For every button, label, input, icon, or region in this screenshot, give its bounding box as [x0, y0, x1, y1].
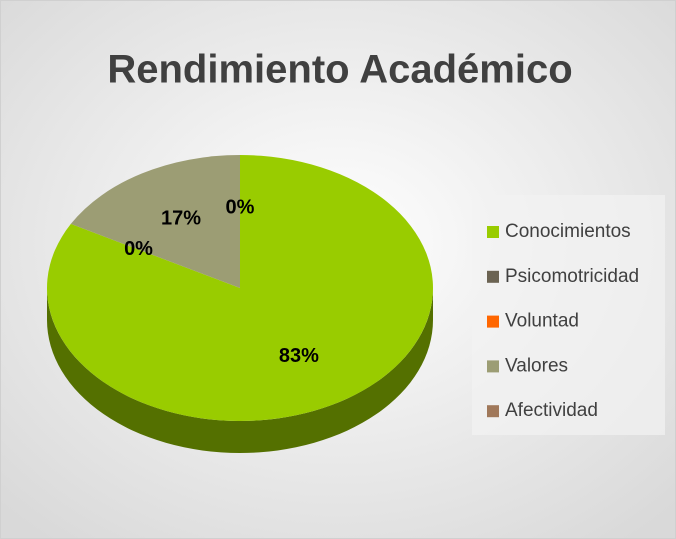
- slice-side: [47, 288, 433, 453]
- data-label: 0%: [124, 238, 153, 260]
- slice: [46, 155, 433, 421]
- data-label: 83%: [279, 345, 319, 367]
- data-label: 0%: [226, 196, 255, 218]
- legend-label: Afectividad: [505, 400, 598, 421]
- legend-box: [472, 195, 665, 435]
- legend-label: Valores: [505, 355, 568, 376]
- legend-swatch: [487, 405, 499, 418]
- data-label: 17%: [161, 208, 201, 230]
- legend-label: Voluntad: [505, 311, 579, 332]
- slice: [70, 155, 241, 288]
- legend-swatch: [487, 360, 499, 373]
- chart-title: Rendimiento Académico: [107, 48, 572, 92]
- legend-swatch: [487, 315, 499, 328]
- legend-label: Conocimientos: [505, 221, 631, 242]
- legend-swatch: [487, 226, 499, 238]
- legend-label: Psicomotricidad: [505, 266, 639, 287]
- legend-swatch: [487, 270, 499, 283]
